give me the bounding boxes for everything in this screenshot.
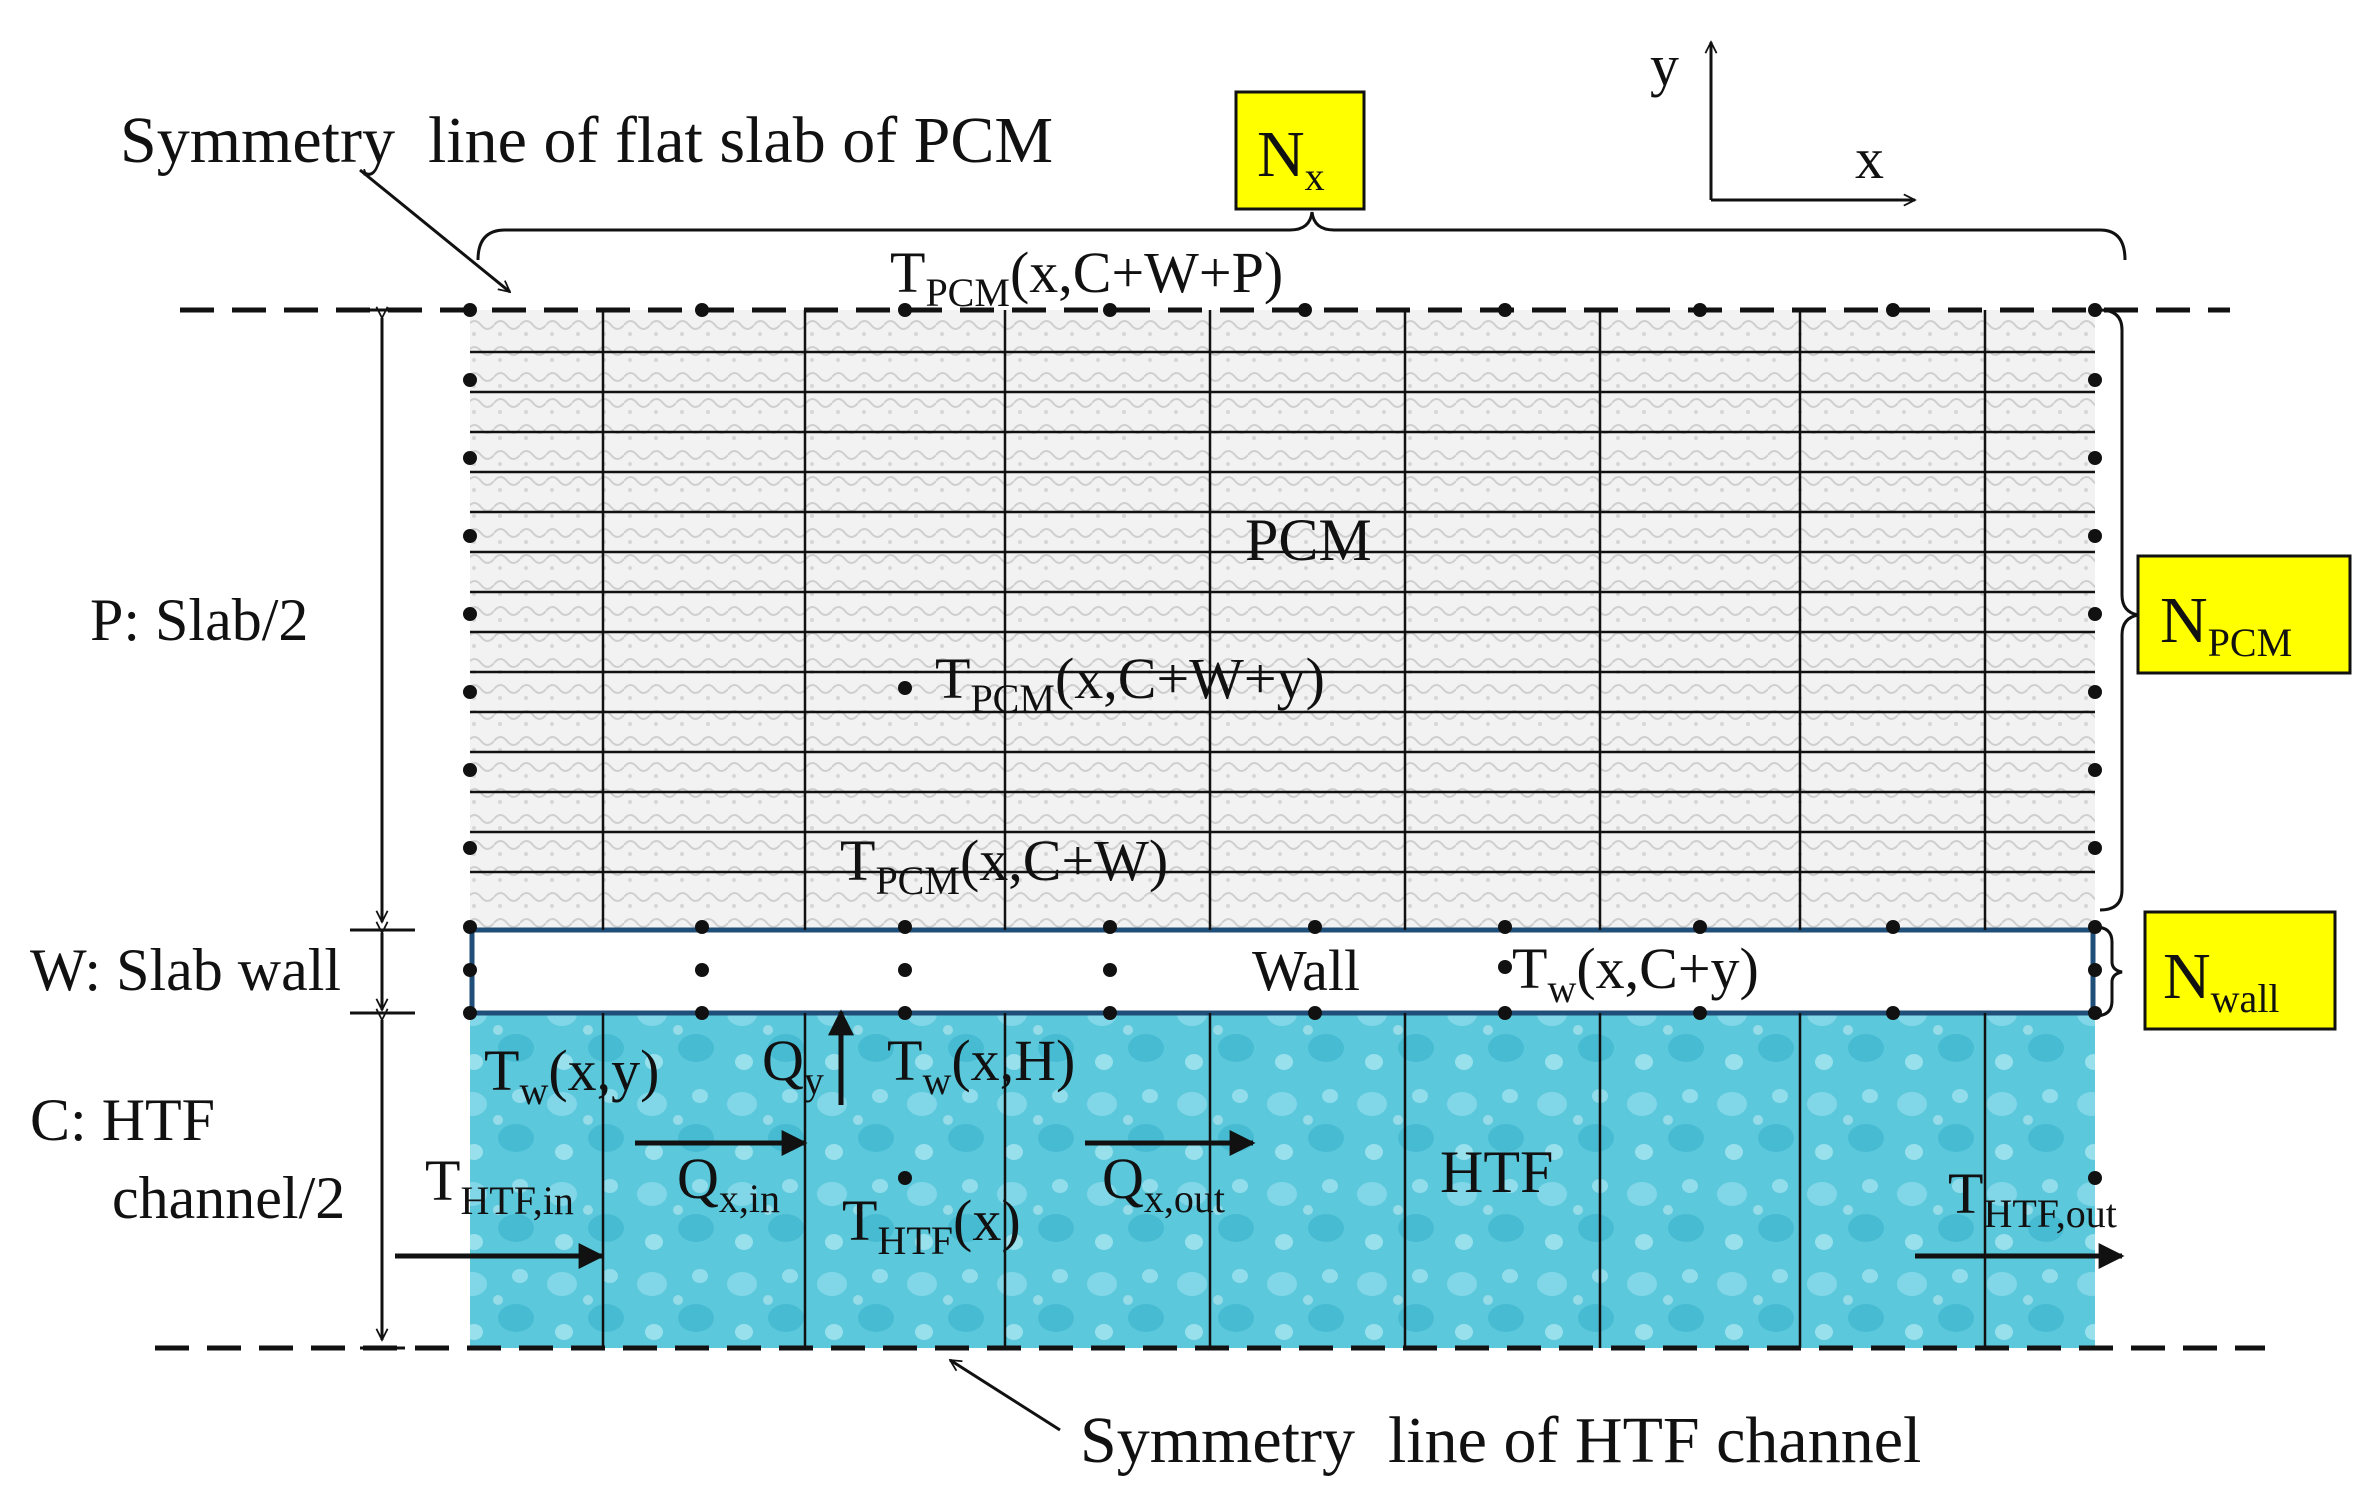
grid-node — [463, 303, 477, 317]
grid-node — [695, 920, 709, 934]
grid-node — [1498, 920, 1512, 934]
grid-node — [1498, 303, 1512, 317]
grid-node — [1103, 920, 1117, 934]
npcm-box — [2136, 554, 2352, 675]
region-pcm-label: PCM — [1245, 507, 1372, 573]
grid-node — [898, 681, 912, 695]
dim-w-label: W: Slab wall — [30, 937, 341, 1003]
t-pcm-mid-label: TPCM(x,C+W+y) — [935, 646, 1325, 721]
t-htf-x-label: THTF(x) — [842, 1188, 1021, 1263]
symmetry-bottom-label: Symmetry line of HTF channel — [1080, 1404, 1921, 1477]
region-htf-label: HTF — [1440, 1139, 1553, 1205]
grid-node — [463, 607, 477, 621]
grid-node — [1308, 1006, 1322, 1020]
grid-node — [463, 920, 477, 934]
grid-node — [1498, 1006, 1512, 1020]
grid-node — [2088, 303, 2102, 317]
grid-node — [898, 963, 912, 977]
dim-p-label: P: Slab/2 — [90, 587, 308, 653]
brace-nwall — [2094, 925, 2123, 1018]
grid-node — [1693, 1006, 1707, 1020]
grid-node — [2088, 763, 2102, 777]
grid-node — [463, 529, 477, 543]
grid-node — [463, 685, 477, 699]
grid-node — [1308, 920, 1322, 934]
grid-node — [2088, 529, 2102, 543]
axis-y-label: y — [1650, 33, 1679, 98]
grid-node — [463, 373, 477, 387]
grid-node — [898, 1006, 912, 1020]
grid-node — [463, 451, 477, 465]
grid-node — [2088, 607, 2102, 621]
grid-node — [898, 303, 912, 317]
nwall-box — [2143, 910, 2337, 1031]
dim-c-label-line2: channel/2 — [112, 1165, 345, 1231]
t-w-cy-label: Tw(x,C+y) — [1512, 936, 1759, 1011]
grid-node — [695, 1006, 709, 1020]
grid-node — [695, 963, 709, 977]
grid-node — [2088, 373, 2102, 387]
grid-node — [463, 1006, 477, 1020]
t-pcm-top-label: TPCM(x,C+W+P) — [890, 240, 1283, 315]
grid-node — [1298, 303, 1312, 317]
grid-node — [1886, 1006, 1900, 1020]
q-y-label: Qy — [762, 1028, 824, 1103]
grid-node — [898, 1171, 912, 1185]
grid-node — [695, 303, 709, 317]
grid-node — [1103, 963, 1117, 977]
grid-node — [2088, 841, 2102, 855]
t-htf-in-label: THTF,in — [425, 1148, 574, 1223]
grid-node — [463, 763, 477, 777]
grid-node — [1693, 303, 1707, 317]
grid-node — [463, 841, 477, 855]
t-pcm-bot-label: TPCM(x,C+W) — [840, 828, 1168, 903]
grid-node — [2088, 1006, 2102, 1020]
npcm-label: NPCM — [2160, 584, 2292, 665]
t-w-y-label: Tw(x,y) — [484, 1038, 659, 1113]
grid-node — [463, 963, 477, 977]
nwall-label: Nwall — [2163, 940, 2280, 1021]
symmetry-top-label: Symmetry line of flat slab of PCM — [120, 104, 1053, 177]
grid-node — [2088, 963, 2102, 977]
pointer-symmetry-top — [359, 168, 510, 292]
grid-node — [1693, 920, 1707, 934]
t-w-h-label: Tw(x,H) — [887, 1028, 1075, 1103]
t-htf-out-label: THTF,out — [1948, 1161, 2117, 1236]
region-wall-label: Wall — [1252, 938, 1360, 1003]
grid-node — [898, 920, 912, 934]
slab-wall — [469, 927, 2096, 1016]
dim-c-label-line1: C: HTF — [30, 1087, 215, 1153]
brace-npcm — [2099, 308, 2139, 912]
grid-lines — [470, 310, 2095, 1348]
grid-node — [2088, 685, 2102, 699]
grid-node — [2088, 1171, 2102, 1185]
pcm-region — [470, 310, 2095, 930]
grid-node — [1886, 303, 1900, 317]
nx-label: Nx — [1257, 118, 1325, 199]
nx-box — [1234, 90, 1366, 211]
grid-node — [1103, 303, 1117, 317]
htf-channel-region — [470, 1013, 2095, 1348]
pointer-symmetry-bottom — [950, 1358, 1061, 1432]
grid-node — [2088, 451, 2102, 465]
q-x-in-label: Qx,in — [677, 1146, 780, 1221]
brace-nx — [476, 211, 2127, 261]
grid-node — [1886, 920, 1900, 934]
axis-x-label: x — [1855, 126, 1884, 191]
q-x-out-label: Qx,out — [1102, 1146, 1225, 1221]
grid-node — [1498, 960, 1512, 974]
grid-node — [1103, 1006, 1117, 1020]
